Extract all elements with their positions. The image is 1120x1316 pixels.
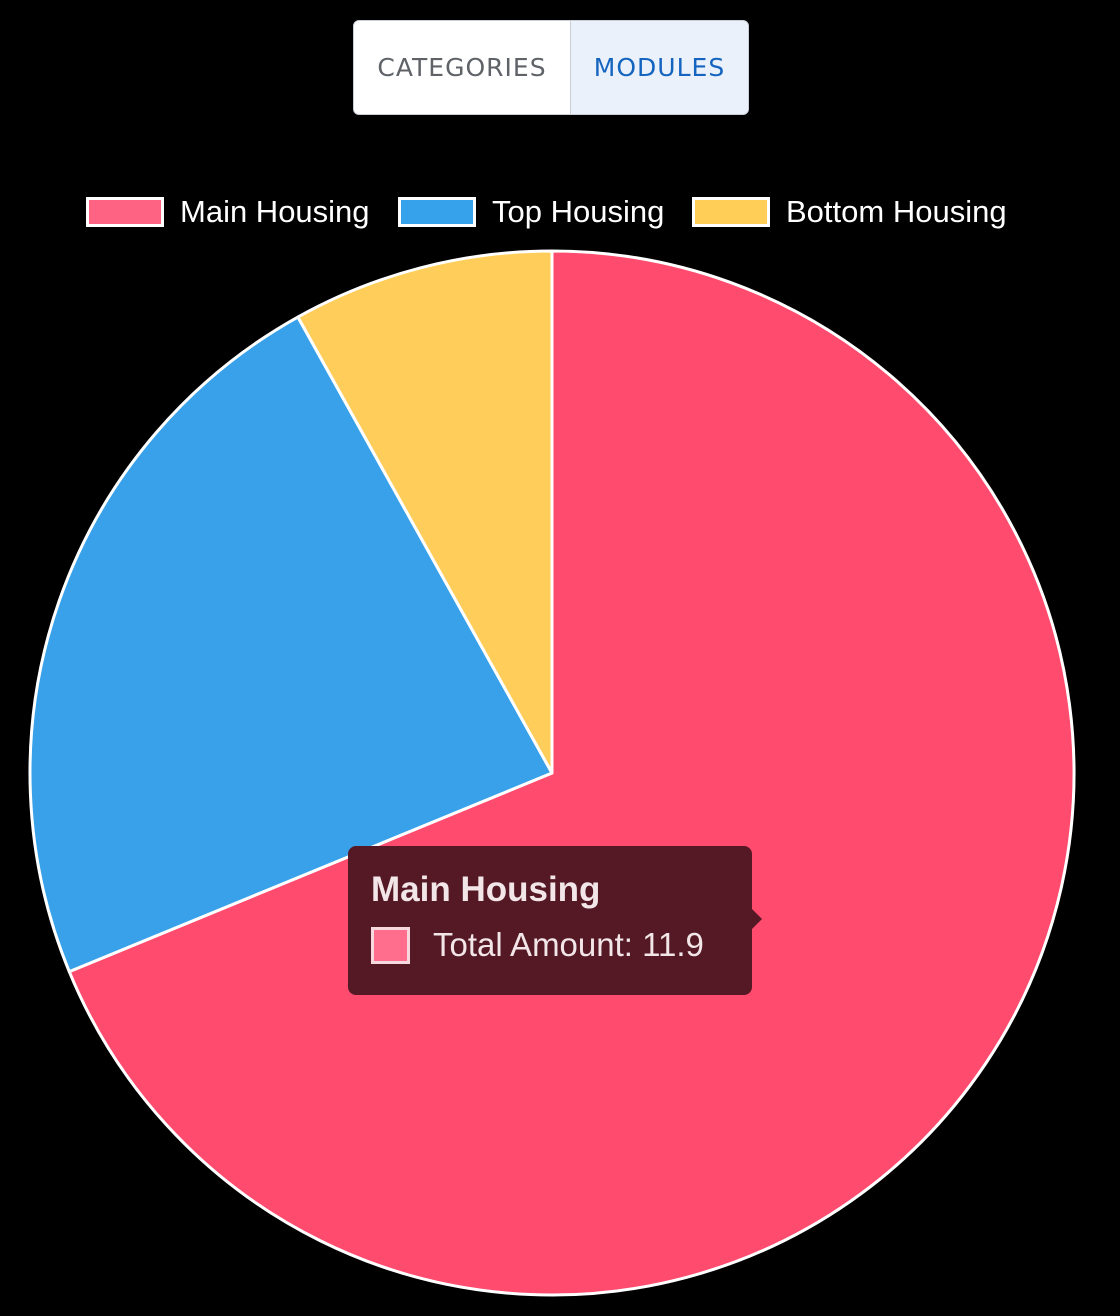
legend-label: Bottom Housing — [786, 194, 1007, 229]
pie-slice-bottom-housing[interactable] — [296, 249, 554, 775]
tooltip-value-text: Total Amount: 11.9 — [433, 926, 704, 963]
legend-label: Top Housing — [492, 194, 665, 229]
chart-tooltip: Main Housing Total Amount: 11.9 — [348, 846, 762, 995]
categories-toggle-button[interactable]: CATEGORIES — [354, 21, 571, 114]
legend-item-top-housing[interactable]: Top Housing — [398, 190, 664, 234]
tooltip-title: Main Housing — [371, 870, 601, 909]
tooltip-swatch — [371, 926, 410, 964]
legend-item-bottom-housing[interactable]: Bottom Housing — [692, 190, 1007, 234]
pie-slice-top-housing[interactable] — [28, 315, 554, 974]
tooltip-body: Total Amount: 11.9 — [371, 926, 729, 964]
chart-legend: Main Housing Top Housing Bottom Housing — [0, 190, 1120, 234]
pie-slice-main-housing[interactable] — [67, 249, 1076, 1297]
legend-swatch-top-housing — [398, 197, 476, 227]
view-toggle-group: CATEGORIES MODULES — [353, 20, 749, 115]
legend-item-main-housing[interactable]: Main Housing — [86, 190, 370, 234]
legend-swatch-main-housing — [86, 197, 164, 227]
legend-label: Main Housing — [180, 194, 370, 229]
modules-toggle-button[interactable]: MODULES — [571, 21, 748, 114]
legend-swatch-bottom-housing — [692, 197, 770, 227]
